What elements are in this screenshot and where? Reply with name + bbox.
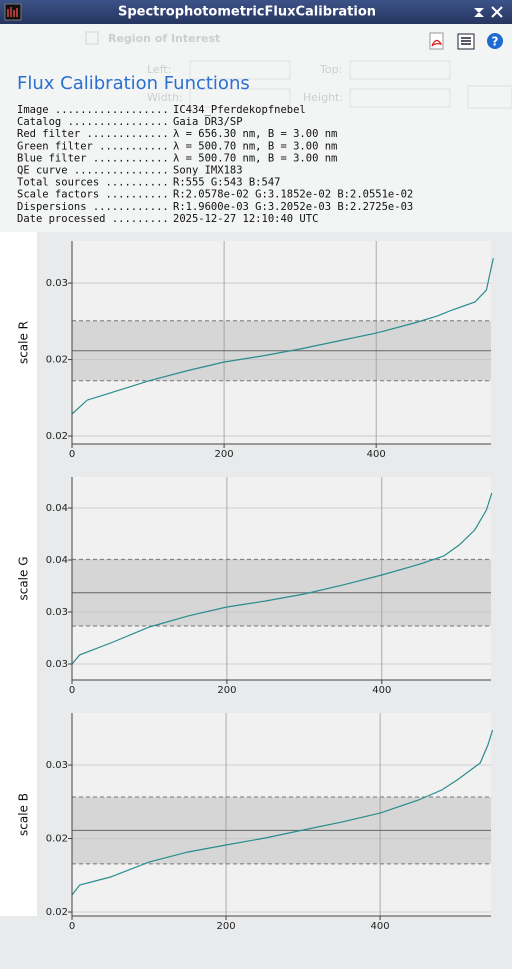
x-tick-label: 0: [69, 685, 75, 696]
row-label: Blue filter ............: [17, 152, 169, 164]
input: [349, 88, 451, 108]
input: [189, 88, 291, 108]
row-value: 2025-12-27 12:10:40 UTC: [173, 213, 318, 225]
svg-text:?: ?: [492, 35, 499, 49]
row-value: R:2.0578e-02 G:3.1852e-02 B:2.0551e-02: [173, 189, 413, 201]
button: [467, 85, 512, 109]
row-value: R:555 G:543 B:547: [173, 177, 280, 189]
x-tick-label: 400: [372, 685, 391, 696]
input: [189, 60, 291, 80]
y-tick-label: 0.04: [46, 555, 68, 566]
y-tick-label: 0.02: [46, 834, 68, 845]
scale-curve: [71, 492, 493, 665]
window-title: SpectrophotometricFluxCalibration: [118, 5, 376, 20]
close-button[interactable]: [491, 6, 503, 18]
x-tick-label: 0: [69, 921, 75, 932]
shade-button[interactable]: [474, 8, 484, 17]
scale-curve: [71, 729, 494, 896]
x-tick-label: 0: [69, 449, 75, 460]
help-button[interactable]: ?: [487, 33, 503, 49]
scale-curve: [71, 257, 494, 415]
y-tick-label: 0.03: [46, 659, 68, 670]
row-value: IC434_Pferdekopfnebel: [173, 104, 306, 116]
row-label: Dispersions ............: [17, 201, 169, 213]
form-label: Top:: [319, 63, 342, 76]
y-tick-label: 0.02: [46, 431, 68, 442]
x-tick-label: 200: [216, 921, 235, 932]
row-label: Scale factors ..........: [17, 189, 169, 201]
x-tick-label: 200: [215, 449, 234, 460]
y-axis-label: scale B: [17, 793, 31, 836]
y-tick-label: 0.02: [46, 355, 68, 366]
y-tick-label: 0.02: [46, 907, 68, 918]
input: [349, 60, 451, 80]
y-axis-label: scale G: [17, 556, 31, 600]
x-tick-label: 400: [371, 921, 390, 932]
label-strip: [0, 232, 37, 916]
pdf-button[interactable]: [429, 32, 444, 50]
y-tick-label: 0.03: [46, 760, 68, 771]
row-label: Date processed .........: [17, 213, 169, 225]
row-label: Red filter .............: [17, 128, 169, 140]
checkbox: [85, 31, 99, 45]
row-label: Catalog ................: [17, 116, 169, 128]
x-tick-label: 200: [217, 685, 236, 696]
y-tick-label: 0.03: [46, 278, 68, 289]
background-form: Region of Interest Left: Top: Width: Hei…: [85, 31, 512, 109]
row-value: R:1.9600e-03 G:3.2052e-03 B:2.2725e-03: [173, 201, 413, 213]
title-bar: [0, 0, 512, 24]
y-axis-label: scale R: [17, 321, 31, 364]
row-value: Gaia DR3/SP: [173, 116, 243, 128]
row-value: λ = 500.70 nm, B = 3.00 nm: [173, 152, 337, 164]
row-label: Image ..................: [17, 104, 169, 116]
y-tick-label: 0.03: [46, 607, 68, 618]
app-icon-glyph: [7, 7, 18, 17]
row-label: Green filter ...........: [17, 140, 169, 152]
report-panel: [0, 24, 512, 232]
form-section: Region of Interest: [108, 32, 220, 45]
y-tick-label: 0.04: [46, 503, 68, 514]
row-label: QE curve ...............: [17, 165, 169, 177]
x-tick-label: 400: [367, 449, 386, 460]
list-button[interactable]: [457, 33, 475, 50]
form-label: Height:: [303, 91, 343, 104]
row-label: Total sources ..........: [17, 177, 169, 189]
form-label: Width:: [147, 91, 183, 104]
form-label: Left:: [147, 63, 171, 76]
row-value: Sony IMX183: [173, 165, 243, 177]
report-heading: Flux Calibration Functions: [17, 73, 250, 94]
row-value: λ = 500.70 nm, B = 3.00 nm: [173, 140, 337, 152]
row-value: λ = 656.30 nm, B = 3.00 nm: [173, 128, 337, 140]
